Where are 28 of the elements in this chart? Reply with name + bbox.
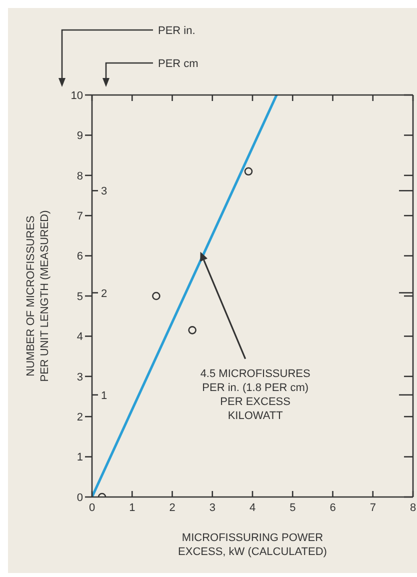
y-tick-label: 1 xyxy=(76,452,83,464)
text: PER in. xyxy=(158,25,196,37)
y2-tick-label: 3 xyxy=(101,186,108,198)
y-tick-label: 2 xyxy=(76,412,83,424)
y-tick-label: 7 xyxy=(76,210,83,223)
y2-tick-label: 2 xyxy=(101,288,108,300)
y-tick-label: 0 xyxy=(76,492,83,504)
y-axis-title: NUMBER OF MICROFISSURES PER UNIT LENGTH (MEASURED) xyxy=(25,210,51,382)
y-tick-label: 5 xyxy=(76,290,83,303)
y-tick-label: 4 xyxy=(76,331,83,344)
y-tick-label: 3 xyxy=(76,371,83,384)
annotation: 4.5 MICROFISSURES PER in. (1.8 PER cm) PER EXCESS KILOWATT xyxy=(200,368,310,422)
x-tick-label: 4 xyxy=(249,502,256,514)
y-tick-label: 10 xyxy=(70,90,83,102)
x-tick-label: 8 xyxy=(410,502,416,514)
x-tick-label: 0 xyxy=(88,502,96,514)
x-tick-label: 7 xyxy=(370,502,376,514)
y-tick-label: 9 xyxy=(76,130,83,142)
x-tick-label: 6 xyxy=(330,502,336,514)
x-tick-label: 1 xyxy=(129,502,136,514)
x-tick-label: 5 xyxy=(290,502,296,514)
x-tick-label: 2 xyxy=(169,502,176,514)
y2-tick-label: 1 xyxy=(101,390,108,402)
text: PER cm xyxy=(158,58,198,70)
x-tick-label: 3 xyxy=(209,502,216,514)
x-axis-title: MICROFISSURING POWER EXCESS, kW (CALCULATED) xyxy=(178,532,327,558)
y-tick-label: 8 xyxy=(76,170,83,182)
y-tick-label: 6 xyxy=(76,250,83,263)
